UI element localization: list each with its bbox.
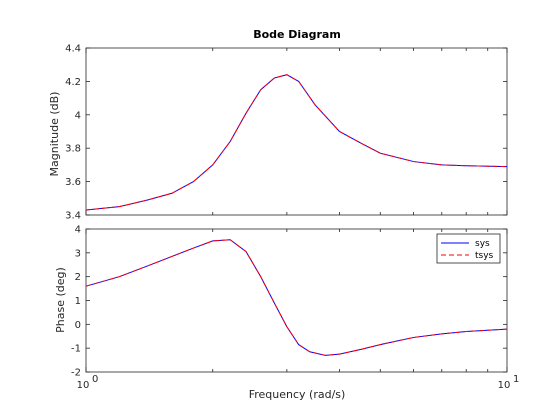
phase-ytick-label: -2 xyxy=(71,368,81,379)
phase-xtick-label: 10 xyxy=(498,380,511,391)
phase-ytick-label: -1 xyxy=(71,344,81,355)
chart-title: Bode Diagram xyxy=(253,28,341,41)
phase-ytick-label: 1 xyxy=(75,296,81,307)
magnitude-ytick-label: 4 xyxy=(75,110,81,121)
phase-ylabel: Phase (deg) xyxy=(54,267,67,333)
phase-ytick-label: 4 xyxy=(75,225,81,236)
phase-xtick-label: 10 xyxy=(77,380,90,391)
phase-xtick-exponent: 0 xyxy=(92,374,98,385)
magnitude-axes-box xyxy=(85,47,508,216)
magnitude-ytick-label: 3.8 xyxy=(65,144,81,155)
frequency-xlabel: Frequency (rad/s) xyxy=(249,388,346,401)
magnitude-axes: 3.4 3.6 3.8 4 4.2 4.4 xyxy=(65,44,508,222)
phase-legend: sys tsys xyxy=(436,233,501,264)
legend-label-tsys: tsys xyxy=(475,251,494,261)
phase-xtick-exponent: 1 xyxy=(513,374,519,385)
magnitude-ytick-label: 4.2 xyxy=(65,77,81,88)
phase-series-tsys xyxy=(85,239,508,356)
phase-ytick-label: 0 xyxy=(75,320,81,331)
phase-ytick-label: 3 xyxy=(75,248,81,259)
magnitude-ytick-label: 3.6 xyxy=(65,177,81,188)
magnitude-series-tsys xyxy=(85,74,508,211)
magnitude-ytick-label: 4.4 xyxy=(65,44,81,55)
legend-box xyxy=(436,233,501,264)
magnitude-ylabel: Magnitude (dB) xyxy=(48,92,61,177)
magnitude-ytick-label: 3.4 xyxy=(65,211,81,222)
legend-label-sys: sys xyxy=(475,239,490,249)
phase-ytick-label: 2 xyxy=(75,272,81,283)
